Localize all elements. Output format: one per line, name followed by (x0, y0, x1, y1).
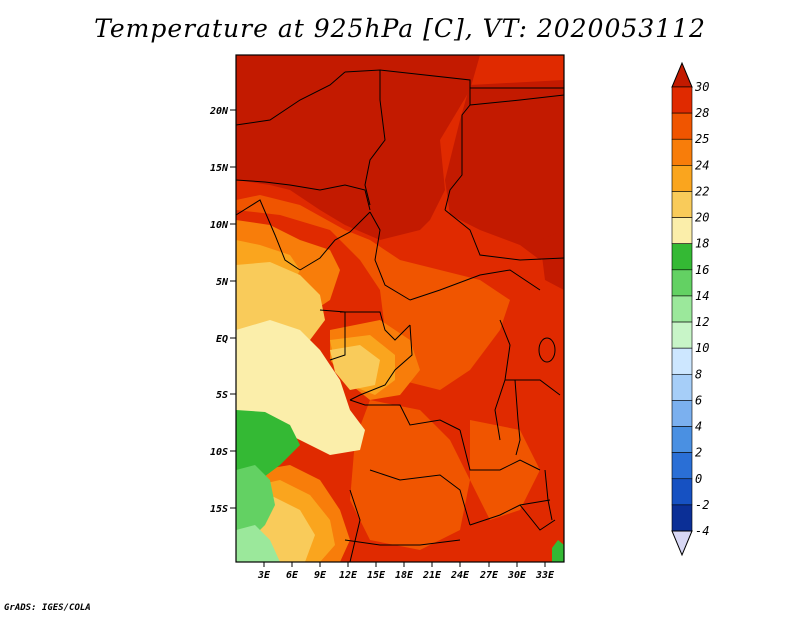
lat-tick-label: 10N (210, 220, 229, 231)
lon-tick-label: 30E (507, 570, 527, 581)
country-border (319, 309, 346, 361)
lon-tick-label: 15E (367, 570, 386, 581)
colorbar-label: 28 (695, 106, 709, 120)
lon-tick-label: 21E (422, 570, 442, 581)
temperature-region (552, 540, 564, 562)
country-border (519, 504, 556, 531)
lake-tanganyika (514, 379, 521, 456)
country-border (505, 379, 561, 396)
colorbar-label: 10 (695, 341, 709, 355)
colorbar-band (671, 243, 693, 271)
colorbar-label: -2 (695, 498, 709, 512)
colorbar-band (671, 452, 693, 480)
temperature-region (470, 420, 540, 520)
lon-tick-label: 3E (257, 570, 271, 581)
map-title: Temperature at 925hPa [C], VT: 202005311… (94, 14, 706, 43)
lat-tick-label: 15S (210, 504, 228, 515)
temperature-region (236, 195, 510, 390)
longitude-axis: 3E 6E 9E 12E 15E 18E 21E 24E 27E 30E 33E (257, 562, 555, 581)
temperature-field (236, 55, 564, 562)
latitude-axis: 20N 15N 10N 5N EQ 5S 10S 15S (209, 106, 236, 515)
lake-victoria (538, 337, 556, 363)
colorbar-max-arrow (671, 61, 693, 88)
country-border (349, 324, 413, 401)
colorbar-band (671, 269, 693, 297)
country-border (344, 539, 461, 546)
colorbar-label: 16 (695, 263, 709, 277)
country-border (379, 69, 471, 211)
colorbar-label: 22 (695, 184, 709, 198)
colorbar-band (671, 165, 693, 192)
colorbar-band (671, 400, 693, 427)
country-border (235, 179, 371, 211)
lat-tick-label: 15N (210, 163, 229, 174)
map-frame (235, 54, 565, 563)
lon-tick-label: 18E (395, 570, 414, 581)
colorbar-label: 12 (695, 315, 709, 329)
country-borders (235, 69, 565, 563)
colorbar-label: 30 (694, 80, 709, 94)
colorbar-band (671, 478, 693, 506)
colorbar-band (671, 321, 693, 349)
country-border (235, 71, 346, 126)
temperature-region (236, 465, 275, 545)
colorbar-band (671, 138, 693, 166)
lat-tick-label: 10S (210, 447, 228, 458)
temperature-region (540, 230, 564, 290)
colorbar-label: 8 (695, 367, 702, 381)
colorbar-label: 20 (695, 211, 709, 225)
country-border (299, 211, 371, 271)
colorbar-band (671, 191, 693, 218)
lon-tick-label: 9E (314, 570, 327, 581)
colorbar-label: 18 (695, 237, 709, 251)
country-border (409, 269, 541, 301)
temperature-region (350, 400, 470, 550)
colorbar-label: 2 (695, 446, 702, 460)
country-border (340, 311, 411, 341)
temperature-region (445, 80, 564, 260)
colorbar-label: 24 (695, 158, 709, 172)
colorbar-band (671, 217, 693, 245)
lon-tick-label: 24E (450, 570, 470, 581)
lat-tick-label: 20N (209, 106, 229, 117)
credit-label: GrADS: IGES/COLA (4, 603, 91, 613)
colorbar-band (671, 295, 693, 323)
lat-tick-label: EQ (216, 334, 228, 345)
colorbar-band (671, 112, 693, 140)
lon-tick-label: 33E (535, 570, 555, 581)
lake-malawi (544, 469, 553, 521)
country-border (369, 469, 471, 526)
lat-tick-label: 5N (216, 277, 229, 288)
colorbar-label: 0 (695, 472, 702, 486)
colorbar-band (671, 373, 693, 401)
country-border (469, 94, 565, 106)
colorbar-band (671, 426, 693, 453)
lon-tick-label: 6E (286, 570, 299, 581)
colorbar-label: 6 (695, 393, 702, 407)
colorbar-min-arrow (671, 530, 693, 557)
colorbar-label: 4 (695, 420, 702, 434)
colorbar-label: 14 (695, 289, 709, 303)
colorbar-label: 25 (695, 132, 709, 146)
country-border (349, 489, 361, 563)
colorbar-label: -4 (695, 524, 709, 538)
colorbar-band (671, 86, 693, 114)
colorbar-band (671, 347, 693, 375)
country-border (469, 499, 551, 526)
colorbar-band (671, 504, 693, 532)
country-border (444, 209, 565, 261)
temperature-region (236, 525, 280, 562)
country-border (459, 429, 541, 471)
country-border (349, 399, 461, 431)
lat-tick-label: 5S (216, 390, 228, 401)
country-border (235, 199, 301, 271)
country-border (369, 211, 411, 301)
lon-tick-label: 27E (479, 570, 499, 581)
temperature-region (236, 55, 480, 240)
lon-tick-label: 12E (339, 570, 358, 581)
